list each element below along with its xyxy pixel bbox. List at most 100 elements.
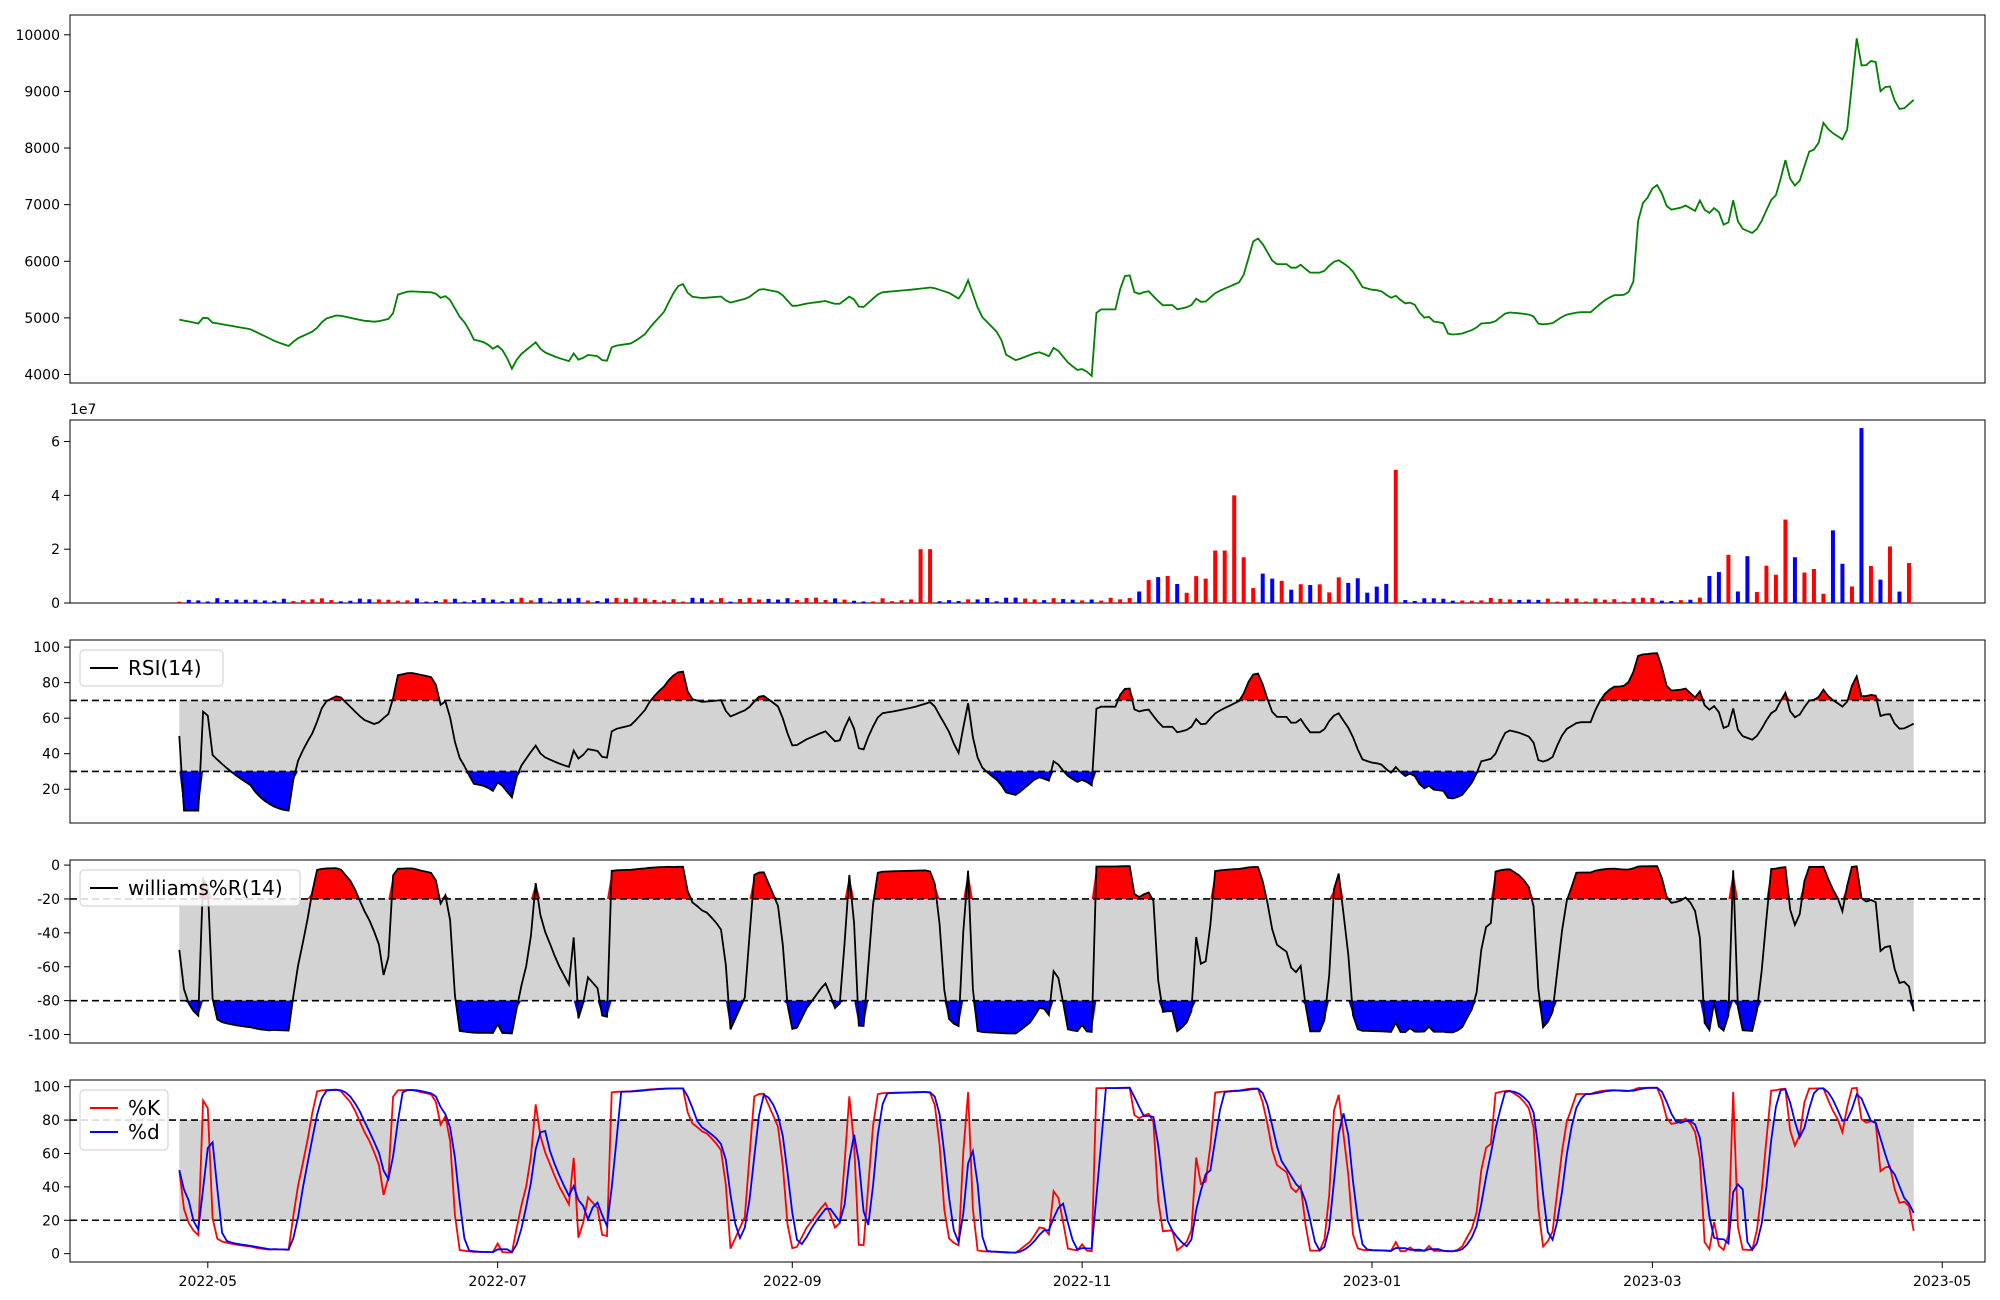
volume-bar [1897, 591, 1902, 603]
volume-bar [205, 601, 210, 603]
rsi-overbought-fill [179, 653, 1914, 701]
volume-bar [1194, 576, 1199, 603]
volume-bar [842, 599, 847, 603]
price-line [179, 38, 1915, 378]
volume-bar [1393, 469, 1398, 603]
volume-bar [186, 599, 191, 603]
volume-bar [452, 598, 457, 603]
volume-bar [1032, 599, 1037, 603]
volume-bar [443, 599, 448, 603]
williams-ytick-label: -100 [28, 1028, 60, 1044]
volume-bar [947, 600, 952, 603]
volume-bar [1403, 600, 1408, 603]
price-ytick-label: 5000 [24, 311, 60, 327]
volume-bar [1678, 600, 1683, 603]
volume-bar [1042, 600, 1047, 603]
volume-bar [1450, 600, 1455, 603]
volume-bar [1137, 591, 1142, 603]
volume-ytick-label: 4 [51, 488, 60, 504]
stoch-d-line [178, 1086, 1915, 1254]
stoch-band [179, 1120, 1914, 1221]
volume-bar [738, 598, 743, 603]
price-ytick-label: 10000 [15, 28, 60, 44]
volume-bar [852, 600, 857, 603]
volume-bar [766, 598, 771, 603]
volume-bar [234, 599, 239, 603]
volume-bar [1517, 599, 1522, 603]
volume-bar [585, 600, 590, 603]
volume-exponent-label: 1e7 [70, 402, 96, 418]
williams-ytick-label: -20 [37, 892, 60, 908]
volume-bar [1061, 599, 1066, 603]
rsi-oversold-fill [179, 771, 1914, 811]
volume-bar [528, 600, 533, 603]
volume-bar [253, 599, 258, 603]
stoch-legend-label: %K [128, 1096, 161, 1120]
volume-bar [1498, 598, 1503, 603]
volume-frame [69, 419, 1986, 604]
volume-bar [481, 598, 486, 603]
williams-legend [79, 869, 301, 907]
volume-bar [804, 597, 809, 603]
volume-bar [1365, 592, 1370, 603]
volume-bar [1080, 600, 1085, 603]
stochastic-panel: 0 20 40 60 80 100 %K%d [33, 1079, 1986, 1263]
volume-bar [1669, 600, 1674, 603]
volume-bar [1906, 563, 1911, 603]
volume-bar [376, 599, 381, 603]
volume-bar [823, 599, 828, 603]
volume-bar [880, 598, 885, 603]
price-ytick-label: 4000 [24, 368, 60, 384]
volume-bar [918, 549, 923, 603]
volume-bar [785, 598, 790, 603]
volume-bar [1184, 592, 1189, 603]
volume-bar [490, 599, 495, 603]
volume-bar [871, 601, 876, 603]
volume-bar [899, 600, 904, 603]
volume-bar [547, 601, 552, 603]
stoch-ytick-label: 20 [42, 1213, 60, 1229]
volume-bar [1289, 589, 1294, 603]
volume-bar [814, 597, 819, 603]
volume-bar [367, 599, 372, 603]
volume-bar [1802, 572, 1807, 603]
volume-bar [1004, 597, 1009, 603]
stoch-ytick-label: 60 [42, 1146, 60, 1162]
volume-bar [1887, 546, 1892, 603]
rsi-line [178, 652, 1915, 812]
volume-bar [975, 599, 980, 603]
volume-bar [1089, 599, 1094, 603]
price-panel: 4000 5000 6000 7000 8000 9000 10000 [15, 14, 1986, 384]
williams-legend-label: williams%R(14) [128, 876, 283, 900]
volume-bar [1108, 597, 1113, 603]
volume-bar [1422, 598, 1427, 603]
x-tick-label: 2023-01 [1343, 1274, 1402, 1290]
volume-bar [661, 600, 666, 603]
volume-bar [177, 601, 182, 603]
rsi-legend [79, 649, 224, 687]
volume-bar [690, 597, 695, 603]
stoch-ytick-label: 40 [42, 1180, 60, 1196]
volume-bar [1507, 599, 1512, 603]
volume-bar [281, 598, 286, 603]
volume-bar [909, 599, 914, 603]
volume-bar [1146, 580, 1151, 603]
volume-bar [414, 598, 419, 603]
volume-bar [1431, 598, 1436, 603]
volume-bar [433, 600, 438, 603]
volume-bar [1716, 572, 1721, 603]
volume-bar [1070, 599, 1075, 603]
volume-bar [1792, 557, 1797, 603]
volume-bar [614, 597, 619, 603]
volume-bar [224, 600, 229, 603]
volume-bar [928, 549, 933, 603]
volume-ytick-label: 6 [51, 435, 60, 451]
volume-bar [1545, 598, 1550, 603]
volume-bar [1868, 565, 1873, 603]
volume-bar [1555, 601, 1560, 603]
volume-bar [1688, 599, 1693, 603]
volume-bar [386, 599, 391, 603]
volume-bar [500, 601, 505, 603]
volume-bar [1830, 530, 1835, 603]
